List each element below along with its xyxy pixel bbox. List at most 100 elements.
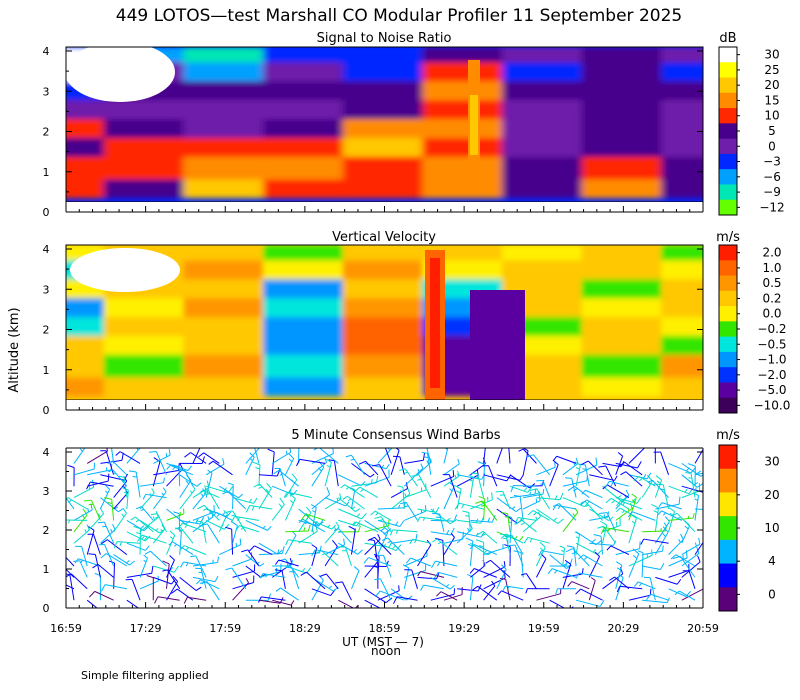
wind-barb-feather xyxy=(553,517,558,521)
wind-barb-shaft xyxy=(410,557,431,567)
wind-barb-shaft xyxy=(668,485,690,495)
wind-barb-feather xyxy=(79,448,83,452)
wind-barb-shaft xyxy=(232,525,238,544)
wind-barb-feather xyxy=(578,554,584,560)
wind-barb-shaft xyxy=(430,576,451,590)
wind-barb-shaft xyxy=(105,553,128,567)
wind-barb-feather xyxy=(520,522,525,526)
wind-barb-feather xyxy=(575,466,580,470)
snr-cell xyxy=(661,133,703,157)
wind-barb-shaft xyxy=(469,576,474,601)
vv-unit-label: m/s xyxy=(716,230,740,245)
wind-barb-feather xyxy=(288,453,295,459)
wind-barb-feather xyxy=(636,497,642,504)
snr-xticks xyxy=(65,206,704,212)
wind-barb-feather xyxy=(227,482,234,486)
wind-barb-feather xyxy=(311,544,318,549)
wind-barb-shaft xyxy=(628,554,653,567)
wind-barb-feather xyxy=(527,510,534,516)
wind-barb-shaft xyxy=(139,516,159,533)
wind-barb-shaft xyxy=(575,542,598,555)
wind-barb-feather xyxy=(542,488,545,495)
wind-barb-feather xyxy=(67,464,75,468)
wind-barb-shaft xyxy=(654,521,670,544)
wb-ytick-label: 3 xyxy=(43,485,50,498)
snr-colorbar-swatch xyxy=(719,153,737,170)
wind-barb-shaft xyxy=(112,469,128,487)
snr-colorbar-label: 15 xyxy=(764,93,779,107)
wb-colorbar-swatch xyxy=(719,468,737,493)
wind-barb-feather xyxy=(475,532,479,537)
wind-barb-feather xyxy=(240,526,244,530)
wind-barb-feather xyxy=(168,541,173,546)
wind-barb-feather xyxy=(383,526,389,532)
snr-ytick-label: 0 xyxy=(43,206,50,219)
wind-barb-feather xyxy=(285,539,289,546)
wind-barb-feather xyxy=(226,510,233,513)
wind-barb-feather xyxy=(405,482,408,489)
wind-barb-feather xyxy=(437,541,442,545)
wind-barb-shaft xyxy=(126,490,129,510)
wind-barb-feather xyxy=(566,564,572,569)
wind-barb-feather xyxy=(631,520,636,524)
wind-barb-feather xyxy=(151,565,154,574)
wind-barb-feather xyxy=(355,508,361,513)
wind-barb-shaft xyxy=(377,530,389,555)
wind-barb-shaft xyxy=(245,519,268,531)
wind-barb-shaft xyxy=(311,519,333,530)
wind-barb-feather xyxy=(92,563,99,569)
wind-barb-feather xyxy=(133,525,141,530)
wind-barb-feather xyxy=(207,469,213,474)
wind-barb-feather xyxy=(253,483,260,488)
wind-barb-feather xyxy=(91,479,95,488)
wind-barb-shaft xyxy=(231,567,247,590)
wind-barb-feather xyxy=(357,525,361,533)
wind-barb-shaft xyxy=(380,516,392,533)
wind-barb-feather xyxy=(694,498,699,501)
wind-barb-shaft xyxy=(153,565,175,573)
wind-barb-shaft xyxy=(291,567,300,589)
wind-barb-shaft xyxy=(619,507,643,521)
vv-cell xyxy=(342,350,427,378)
wind-barb-shaft xyxy=(239,525,260,533)
wind-barb-shaft xyxy=(681,490,700,499)
wind-barb-feather xyxy=(647,479,653,483)
wind-barb-feather xyxy=(597,549,603,555)
wind-barb-shaft xyxy=(562,463,579,476)
wind-barb-shaft xyxy=(676,512,696,533)
wind-barb-shaft xyxy=(126,448,141,464)
wind-barb-shaft xyxy=(66,497,75,510)
wind-barb-shaft xyxy=(643,538,669,544)
vv-cell xyxy=(263,313,347,336)
wind-barb-feather xyxy=(475,500,483,504)
wind-barb-feather xyxy=(179,529,184,532)
wind-barb-feather xyxy=(83,499,92,502)
vv-colorbar-label: −2.0 xyxy=(757,368,786,382)
wind-barb-feather xyxy=(406,595,413,601)
wind-barb-shaft xyxy=(603,525,617,544)
wind-barb-shaft xyxy=(278,559,299,567)
wind-barb-feather xyxy=(198,434,204,439)
wind-barb-shaft xyxy=(111,448,115,464)
wind-barb-feather xyxy=(288,458,293,463)
wind-barb-feather xyxy=(132,475,138,478)
wind-barb-feather xyxy=(480,531,485,538)
y-axis-label: Altitude (km) xyxy=(7,307,22,392)
wind-barb-shaft xyxy=(258,474,278,477)
wind-barb-shaft xyxy=(206,523,220,544)
wind-barb-feather xyxy=(185,480,190,485)
wind-barb-feather xyxy=(400,501,407,505)
wind-barb-feather xyxy=(663,522,668,527)
wind-barb-feather xyxy=(345,501,350,507)
snr-cell xyxy=(501,58,586,82)
wind-barb-feather xyxy=(640,538,645,545)
wb-colorbar-label: 0 xyxy=(768,587,776,601)
wind-barb-feather xyxy=(201,456,206,464)
wind-barb-feather xyxy=(311,549,316,557)
wind-barb-feather xyxy=(289,448,292,453)
wind-barb-shaft xyxy=(690,473,696,498)
wind-barb-shaft xyxy=(126,519,145,532)
wind-barb-feather xyxy=(557,505,561,510)
wind-barb-shaft xyxy=(113,492,128,510)
wind-barb-feather xyxy=(534,489,537,495)
